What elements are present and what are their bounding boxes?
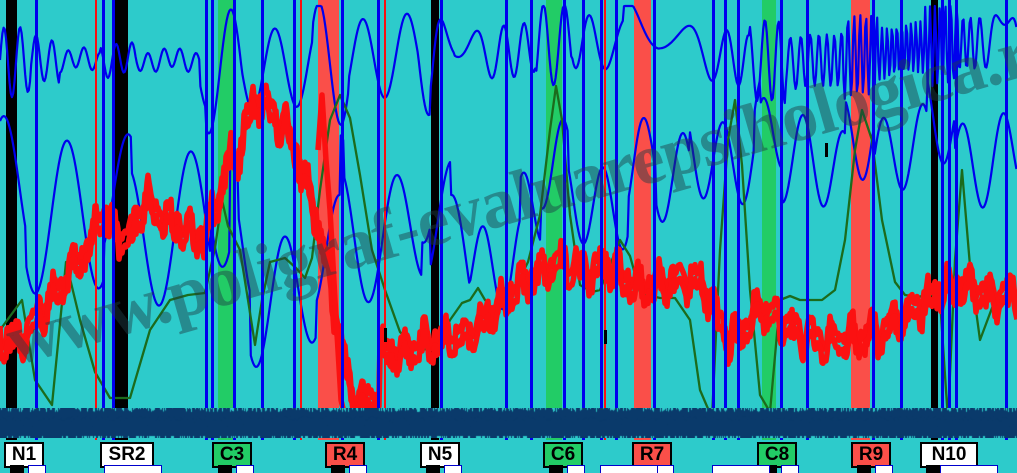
event-line-23 (806, 0, 809, 440)
stimulus-band-1 (6, 0, 17, 440)
chart-cursor-marker-1 (825, 143, 828, 157)
cardio-event-line-3 (384, 0, 386, 440)
event-line-10 (377, 0, 380, 440)
chart-cursor-marker-3 (604, 330, 607, 344)
event-line-17 (615, 0, 618, 440)
event-line-6 (233, 0, 236, 440)
event-line-16 (600, 0, 603, 440)
event-line-7 (261, 0, 264, 440)
upper-pneumograph-trace (0, 4, 1017, 135)
event-line-9 (341, 0, 344, 440)
event-line-1 (35, 0, 38, 440)
trace-layer (0, 4, 1017, 431)
answer-marker-box-4[interactable] (940, 465, 998, 473)
stimulus-band-10 (931, 0, 938, 440)
event-line-3 (112, 0, 115, 440)
event-label-n1[interactable]: N1 (4, 442, 44, 468)
event-line-28 (955, 0, 958, 440)
event-line-26 (941, 0, 944, 440)
event-onset-tick-c6 (549, 465, 563, 473)
cardio-event-line-4 (604, 0, 606, 440)
answer-marker-box-2[interactable] (600, 465, 658, 473)
event-line-5 (211, 0, 214, 440)
chart-cursor-marker-2 (384, 328, 387, 342)
event-onset-tick-r4 (331, 465, 345, 473)
stimulus-band-7 (634, 0, 651, 440)
event-label-c3[interactable]: C3 (212, 442, 252, 468)
event-label-row: N1 SR2 C3 R4 N5 C6 R7 C8 R9 N10 (0, 440, 1017, 473)
event-line-22 (780, 0, 783, 440)
event-line-2 (102, 0, 105, 440)
event-marker-box-n1[interactable] (28, 465, 46, 473)
event-line-20 (724, 0, 727, 440)
event-line-15 (582, 0, 585, 440)
event-onset-tick-c8 (763, 465, 777, 473)
stimulus-band-6 (546, 0, 562, 440)
event-label-n5[interactable]: N5 (420, 442, 460, 468)
event-onset-tick-n5 (426, 465, 440, 473)
event-line-8 (293, 0, 296, 440)
event-onset-tick-n1 (10, 465, 24, 473)
stimulus-band-2 (112, 0, 128, 440)
stimulus-band-5 (431, 0, 439, 440)
event-line-4 (205, 0, 208, 440)
eda-trace (0, 84, 1017, 422)
event-marker-box-n5[interactable] (444, 465, 462, 473)
event-marker-box-c8[interactable] (781, 465, 799, 473)
cardio-event-line-1 (95, 0, 97, 440)
event-line-18 (653, 0, 656, 440)
answer-marker-box-3[interactable] (712, 465, 770, 473)
event-onset-tick-r9 (857, 465, 871, 473)
event-line-25 (900, 0, 903, 440)
event-label-c6[interactable]: C6 (543, 442, 583, 468)
event-line-24 (872, 0, 875, 440)
event-line-14 (563, 0, 566, 440)
cardio-trace-lower (0, 96, 1017, 425)
event-line-21 (737, 0, 740, 440)
event-marker-box-r7[interactable] (656, 465, 674, 473)
event-onset-tick-n10 (926, 465, 940, 473)
event-line-29 (1005, 0, 1008, 440)
event-marker-box-c6[interactable] (567, 465, 585, 473)
answer-marker-box-1[interactable] (104, 465, 162, 473)
event-onset-tick-c3 (218, 465, 232, 473)
event-line-13 (530, 0, 533, 440)
activity-sensor-channel (0, 408, 1017, 438)
event-label-r4[interactable]: R4 (325, 442, 365, 468)
event-line-27 (948, 0, 951, 440)
cardio-trace-upper (0, 82, 1017, 411)
event-label-n10[interactable]: N10 (920, 442, 978, 468)
event-label-c8[interactable]: C8 (757, 442, 797, 468)
event-label-r9[interactable]: R9 (851, 442, 891, 468)
event-marker-box-c3[interactable] (236, 465, 254, 473)
cardio-event-line-2 (300, 0, 302, 440)
event-marker-box-r9[interactable] (875, 465, 893, 473)
event-line-12 (505, 0, 508, 440)
event-line-11 (440, 0, 443, 440)
event-marker-box-r4[interactable] (349, 465, 367, 473)
event-line-19 (712, 0, 715, 440)
